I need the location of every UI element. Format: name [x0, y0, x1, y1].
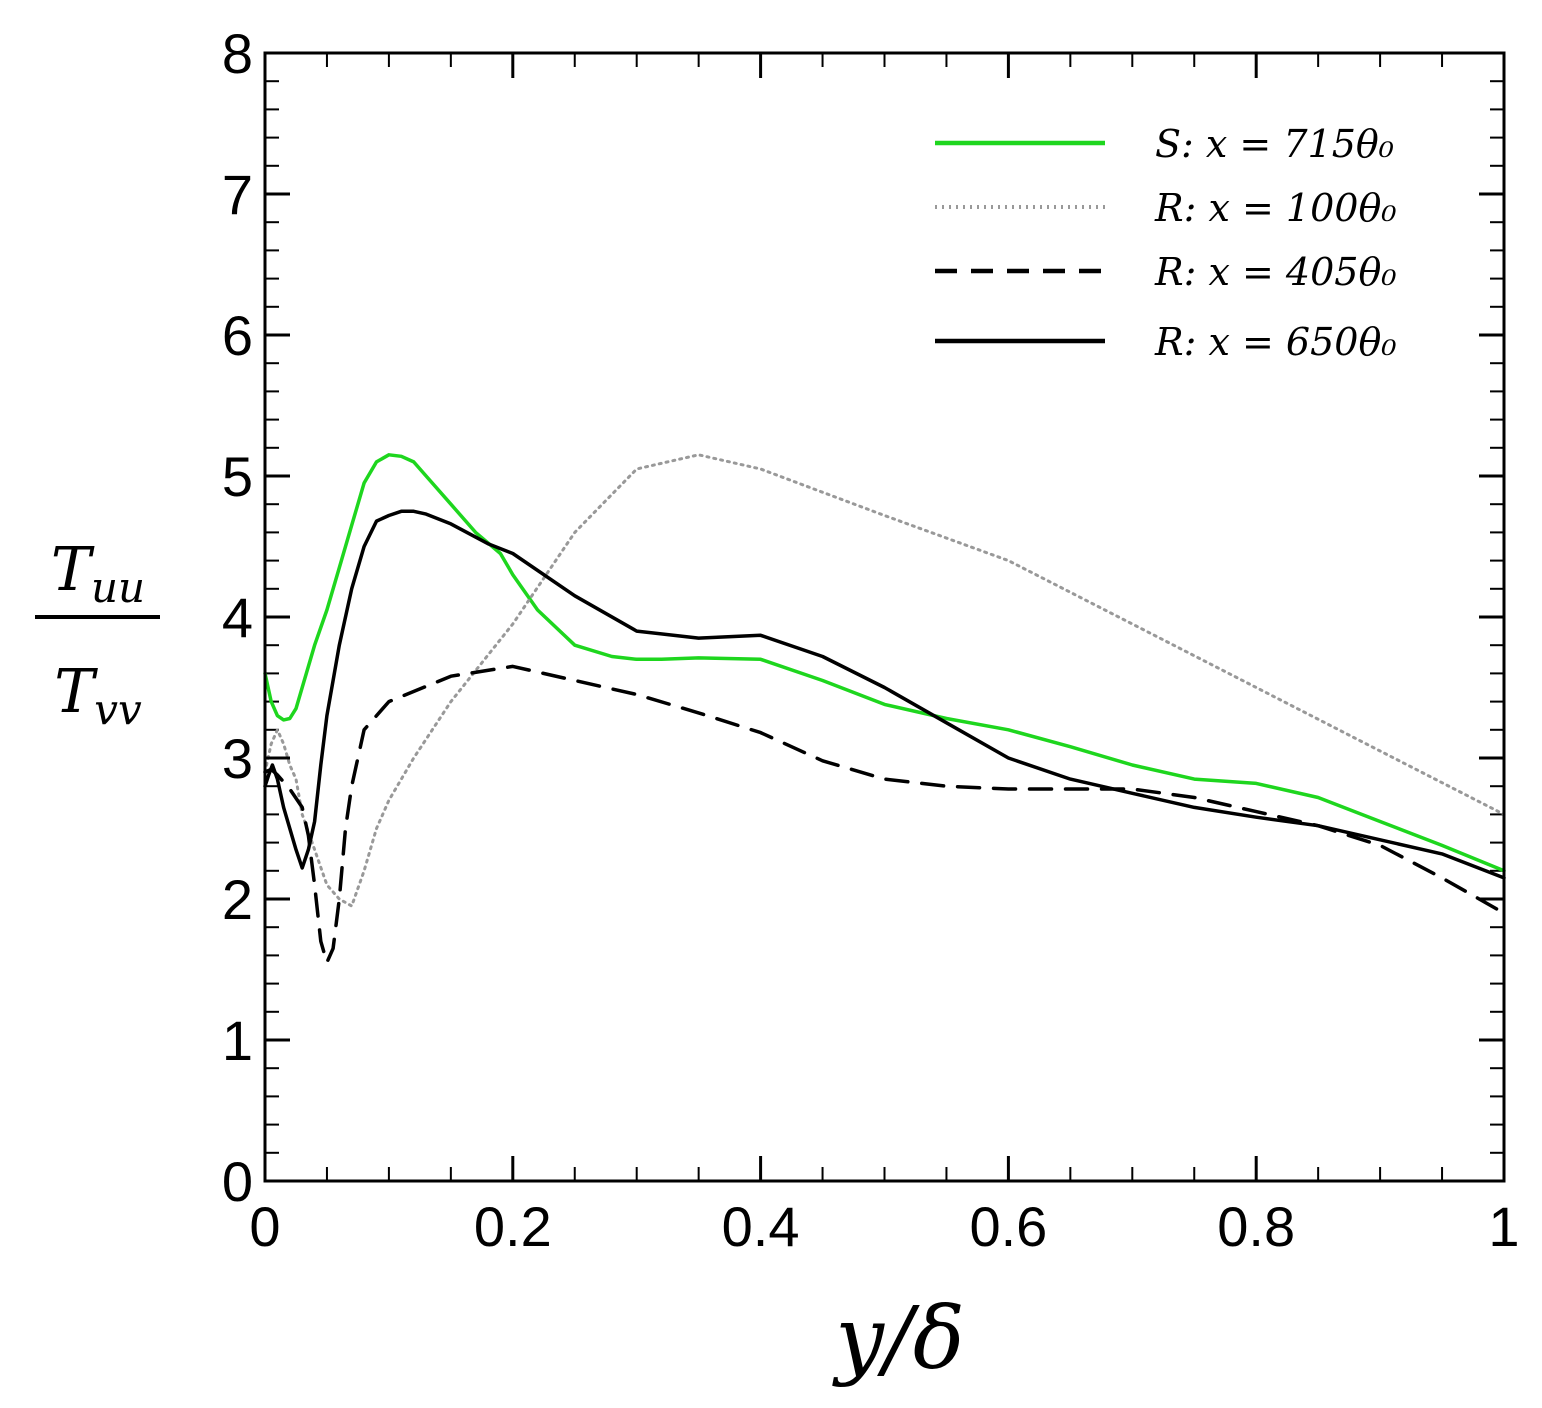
series-line-4 — [263, 509, 1506, 880]
y-axis-label-denominator: Tvv — [54, 657, 142, 734]
y-tick-labels: 0 1 2 3 4 5 6 7 8 — [222, 22, 253, 1213]
legend: S: x = 715θ₀ R: x = 100θ₀ R: x = 405θ₀ R: x… — [935, 122, 1397, 364]
x-minor-ticks — [325, 53, 1444, 1181]
y-tick-label: 5 — [222, 445, 253, 508]
x-axis-label: y/δ — [831, 1289, 964, 1389]
y-tick-label: 6 — [222, 304, 253, 367]
y-tick-label: 7 — [222, 163, 253, 226]
y-axis-label-numerator: Tuu — [51, 535, 145, 612]
y-tick-label: 0 — [222, 1150, 253, 1213]
x-tick-label: 0 — [249, 1195, 280, 1258]
series-layer — [263, 453, 1506, 965]
x-major-ticks — [263, 53, 1506, 1181]
y-tick-label: 8 — [222, 22, 253, 85]
series-line-3 — [263, 664, 1506, 965]
legend-label-4: R: x = 650θ₀ — [1154, 320, 1397, 364]
x-tick-label: 0.4 — [722, 1195, 800, 1258]
y-major-ticks — [265, 51, 1504, 1183]
y-tick-label: 3 — [222, 727, 253, 790]
legend-label-3: R: x = 405θ₀ — [1154, 250, 1397, 294]
legend-label-1: S: x = 715θ₀ — [1155, 122, 1394, 166]
y-tick-label: 1 — [222, 1009, 253, 1072]
series-line-1 — [263, 453, 1506, 873]
y-tick-label: 4 — [222, 586, 253, 649]
x-tick-label: 1 — [1488, 1195, 1519, 1258]
legend-label-2: R: x = 100θ₀ — [1154, 186, 1397, 230]
series-line-2 — [263, 453, 1506, 908]
x-tick-label: 0.8 — [1217, 1195, 1295, 1258]
x-tick-label: 0.2 — [474, 1195, 552, 1258]
x-tick-labels: 0 0.2 0.4 0.6 0.8 1 — [249, 1195, 1519, 1258]
y-tick-label: 2 — [222, 868, 253, 931]
y-minor-ticks — [265, 80, 1504, 1154]
x-tick-label: 0.6 — [969, 1195, 1047, 1258]
